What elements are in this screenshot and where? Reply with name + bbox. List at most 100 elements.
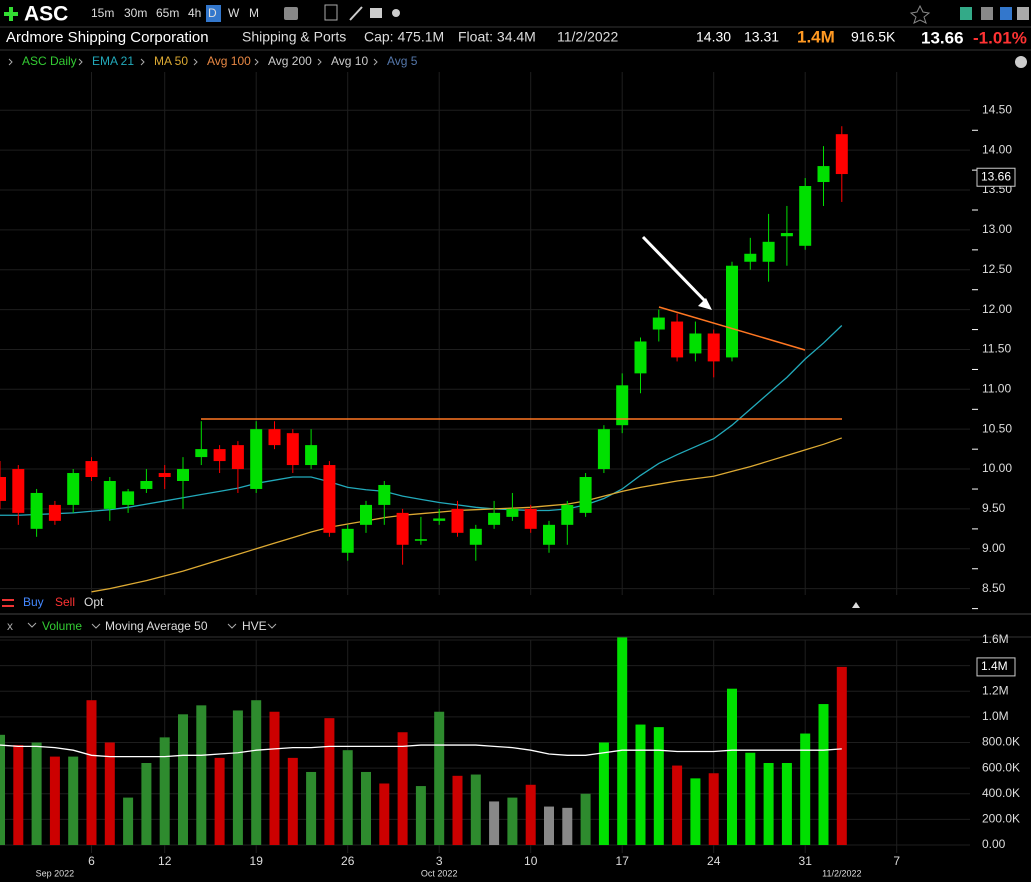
company-name: Ardmore Shipping Corporation: [6, 29, 209, 46]
s-icon[interactable]: [1000, 7, 1012, 20]
y-tick-label: 10.00: [982, 461, 1012, 475]
menu-icon[interactable]: [1017, 7, 1029, 20]
candle-body: [341, 528, 354, 553]
volume-bar: [68, 756, 79, 845]
trade-icon[interactable]: [2, 599, 14, 607]
volume-bar: [672, 765, 683, 845]
star-icon[interactable]: [909, 4, 931, 24]
candle-body: [103, 480, 116, 509]
opt[interactable]: Opt: [84, 595, 104, 609]
volume-bar: [306, 771, 317, 845]
volume-bar: [361, 771, 371, 845]
tool-icon[interactable]: [284, 7, 298, 20]
volume-bar: [214, 757, 225, 845]
candle-body: [323, 465, 336, 533]
ma-label[interactable]: Moving Average 50: [105, 619, 208, 633]
volume-bar: [287, 757, 298, 845]
legend-item[interactable]: Avg 5: [387, 54, 418, 68]
v-tick-label: 0.00: [982, 837, 1006, 851]
candle-body: [30, 492, 43, 529]
candle-body: [12, 469, 25, 513]
y-tick-label: 9.00: [982, 541, 1006, 555]
month-label: 11/2/2022: [822, 868, 861, 878]
candle-body: [360, 504, 372, 525]
volume-bar: [690, 778, 701, 845]
volume-bar: [727, 688, 737, 845]
volume-bar: [324, 718, 335, 845]
symbol[interactable]: ASC: [24, 3, 68, 26]
legend-item[interactable]: MA 50: [154, 54, 188, 68]
y-tick-label: 8.50: [982, 581, 1006, 595]
sell[interactable]: Sell: [55, 595, 75, 609]
legend-caret: [140, 58, 145, 66]
candle-body: [634, 341, 647, 374]
candle-body: [378, 484, 391, 505]
legend-item[interactable]: Avg 100: [207, 54, 251, 68]
legend-item[interactable]: Avg 10: [331, 54, 368, 68]
candle-body: [286, 433, 299, 466]
volume-bar: [708, 773, 719, 845]
volume-bar: [452, 775, 463, 845]
volume-bar: [763, 763, 774, 845]
legend-item[interactable]: Avg 200: [268, 54, 312, 68]
add-icon[interactable]: [4, 7, 18, 21]
legend-item[interactable]: EMA 21: [92, 54, 134, 68]
month-label: Oct 2022: [421, 868, 458, 878]
candle-body: [140, 480, 153, 489]
volume-bar: [123, 797, 134, 845]
note-icon[interactable]: [370, 8, 382, 18]
candle-body: [231, 445, 244, 470]
candle-body: [762, 241, 775, 262]
trend-line[interactable]: [658, 306, 806, 351]
y-tick-label: 11.00: [982, 381, 1011, 395]
arrow[interactable]: [641, 235, 708, 304]
volume-bar: [598, 742, 609, 845]
month-label: Sep 2022: [36, 868, 75, 878]
legend-caret: [317, 58, 322, 66]
arrow-head: [698, 298, 712, 310]
volume-bar: [525, 784, 536, 845]
candle-body: [543, 524, 555, 545]
volume-bar: [781, 763, 792, 845]
close-panel[interactable]: x: [7, 619, 13, 633]
volume-bar: [818, 704, 829, 845]
v-tick-label: 200.0K: [982, 812, 1020, 826]
candle-body: [195, 449, 208, 458]
candle-body: [506, 508, 519, 517]
timeframe[interactable]: 30m: [124, 6, 147, 20]
volume-bar: [86, 700, 97, 845]
active-timeframe-bg: [206, 5, 221, 22]
volume-bar: [635, 724, 646, 845]
x-tick-label: 26: [341, 854, 355, 868]
buy[interactable]: Buy: [23, 595, 44, 609]
v-tick-label: 1.2M: [982, 683, 1009, 697]
volume-label[interactable]: Volume: [42, 619, 82, 633]
y-tick-label: 10.50: [982, 421, 1012, 435]
timeframe[interactable]: W: [228, 6, 240, 20]
draw-icon[interactable]: [349, 6, 363, 21]
candle-body: [414, 539, 427, 541]
timeframe[interactable]: 65m: [156, 6, 179, 20]
candle-body: [469, 528, 482, 545]
v-tick-label: 800.0K: [982, 735, 1020, 749]
win-icon[interactable]: [981, 7, 993, 20]
share-icon[interactable]: [392, 9, 400, 17]
legend-item[interactable]: ASC Daily: [22, 54, 77, 68]
rt-icon[interactable]: [960, 7, 972, 20]
calc-icon[interactable]: [324, 4, 338, 21]
x-tick-label: 31: [799, 854, 813, 868]
timeframe[interactable]: 4h: [188, 6, 201, 20]
volume-bar: [251, 700, 262, 845]
timeframe[interactable]: D: [208, 6, 217, 20]
palette-icon[interactable]: [1015, 56, 1027, 68]
timeframe[interactable]: 15m: [91, 6, 114, 20]
ema21-line: [0, 325, 843, 516]
hve-label[interactable]: HVE: [242, 619, 267, 633]
volume-bar: [31, 742, 42, 845]
candle-body: [48, 504, 61, 521]
timeframe[interactable]: M: [249, 6, 259, 20]
volume-bar: [269, 711, 280, 845]
candle-body: [67, 473, 80, 505]
